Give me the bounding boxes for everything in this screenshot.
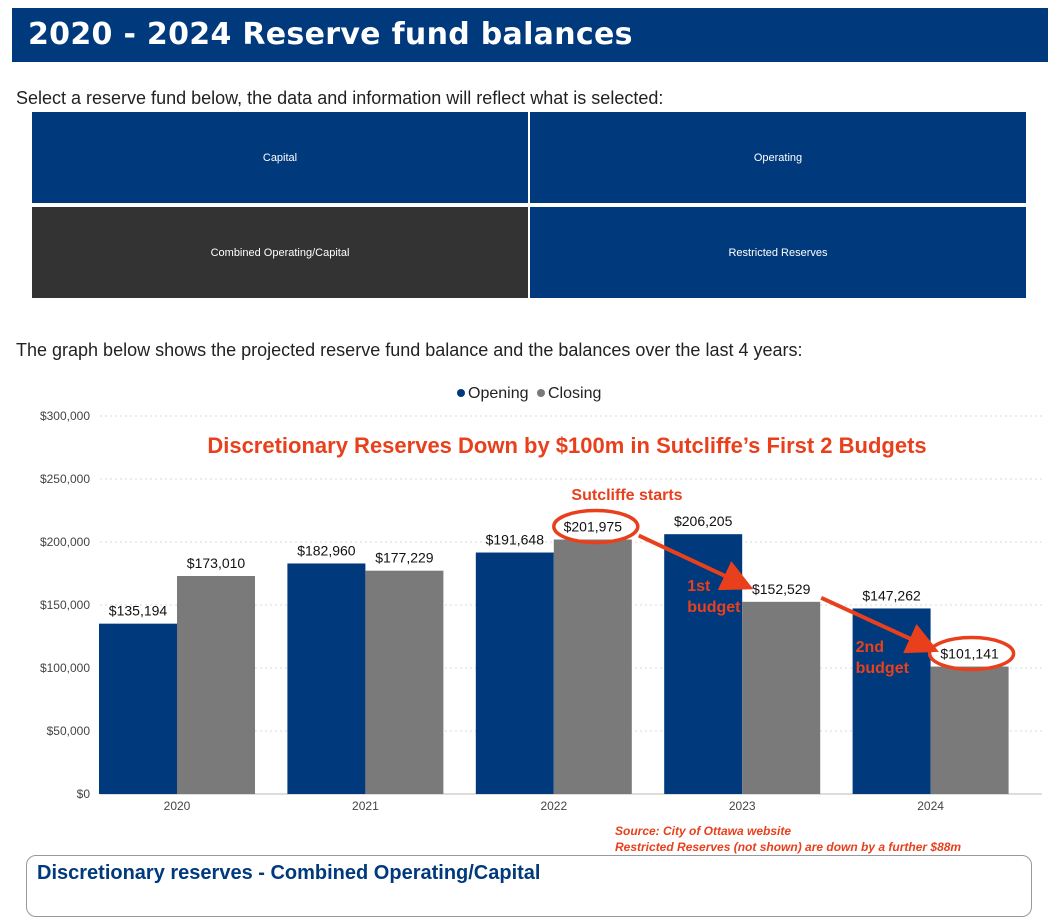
bar-opening-2024[interactable]: [852, 608, 931, 794]
x-tick-label-2022: 2022: [540, 799, 567, 813]
tile-operating-label: Operating: [753, 151, 803, 164]
y-tick-label: $100,000: [40, 661, 90, 675]
tile-capital-label: Capital: [262, 151, 298, 164]
bar-opening-2023[interactable]: [664, 534, 743, 794]
x-tick-label-2024: 2024: [917, 799, 944, 813]
x-tick-label-2020: 2020: [164, 799, 191, 813]
annotation-1st-budget-line1: 1st: [687, 578, 711, 595]
source-note: Source: City of Ottawa website Restricte…: [615, 823, 961, 855]
legend-label-closing: Closing: [548, 385, 601, 402]
y-tick-label: $50,000: [47, 724, 91, 738]
bar-closing-2022[interactable]: [553, 539, 632, 794]
reserve-fund-selector: Capital Operating Combined Operating/Cap…: [32, 112, 1028, 300]
legend-marker-closing: [537, 389, 545, 397]
reserve-balance-chart: $0 $50,000 $100,000 $150,000 $200,000 $250,00…: [40, 385, 1042, 813]
highlight-circle-2024: [927, 635, 1016, 672]
annotation-1st-budget-line2: budget: [687, 599, 741, 616]
summary-panel-title: Discretionary reserves - Combined Operat…: [37, 862, 541, 884]
legend-label-opening: Opening: [468, 385, 529, 402]
data-label-closing-2022: $201,975: [564, 519, 623, 535]
tile-restricted-reserves[interactable]: Restricted Reserves: [530, 207, 1026, 298]
graph-description: The graph below shows the projected rese…: [16, 340, 803, 360]
bar-opening-2020[interactable]: [99, 623, 177, 794]
data-label-opening-2020: $135,194: [109, 603, 168, 619]
source-line-1: Source: City of Ottawa website: [615, 824, 792, 838]
summary-panel: Discretionary reserves - Combined Operat…: [26, 855, 1032, 917]
y-tick-label: $200,000: [40, 535, 90, 549]
tile-combined-operating-capital[interactable]: Combined Operating/Capital: [32, 207, 528, 298]
tile-restricted-label: Restricted Reserves: [728, 246, 828, 259]
data-label-opening-2022: $191,648: [486, 532, 545, 548]
bar-closing-2021[interactable]: [365, 570, 444, 794]
data-label-closing-2021: $177,229: [375, 550, 434, 566]
tile-combined-label: Combined Operating/Capital: [210, 246, 350, 259]
bar-closing-2024[interactable]: [930, 666, 1009, 794]
bar-opening-2022[interactable]: [475, 552, 554, 794]
data-label-opening-2024: $147,262: [862, 587, 921, 603]
x-tick-label-2023: 2023: [729, 799, 756, 813]
data-label-closing-2023: $152,529: [752, 581, 811, 597]
legend-marker-opening: [457, 389, 465, 397]
page-header: 2020 - 2024 Reserve fund balances: [12, 8, 1048, 62]
data-label-opening-2021: $182,960: [297, 542, 356, 558]
annotation-2nd-budget-line1: 2nd: [856, 639, 884, 656]
annotation-2nd-budget-line2: budget: [856, 660, 910, 677]
source-line-2: Restricted Reserves (not shown) are down…: [615, 840, 962, 854]
arrow-second-budget: [820, 595, 939, 654]
arrow-first-budget: [637, 533, 754, 591]
x-tick-label-2021: 2021: [352, 799, 379, 813]
y-tick-label: $150,000: [40, 598, 90, 612]
annotation-sutcliffe-starts: Sutcliffe starts: [571, 487, 682, 504]
bar-closing-2020[interactable]: [177, 576, 255, 794]
data-label-opening-2023: $206,205: [674, 513, 733, 529]
data-label-closing-2020: $173,010: [187, 555, 246, 571]
bar-opening-2021[interactable]: [287, 563, 366, 794]
tile-capital[interactable]: Capital: [32, 112, 528, 203]
selection-instructions: Select a reserve fund below, the data an…: [16, 88, 664, 108]
bar-closing-2023[interactable]: [742, 601, 821, 794]
highlight-circle-2022: [552, 508, 640, 545]
y-tick-label: $0: [77, 787, 91, 801]
y-tick-label: $300,000: [40, 409, 90, 423]
tile-operating[interactable]: Operating: [530, 112, 1026, 203]
y-tick-label: $250,000: [40, 472, 90, 486]
page-title: 2020 - 2024 Reserve fund balances: [28, 17, 633, 52]
chart-headline: Discretionary Reserves Down by $100m in …: [207, 433, 926, 458]
data-label-closing-2024: $101,141: [940, 646, 999, 662]
